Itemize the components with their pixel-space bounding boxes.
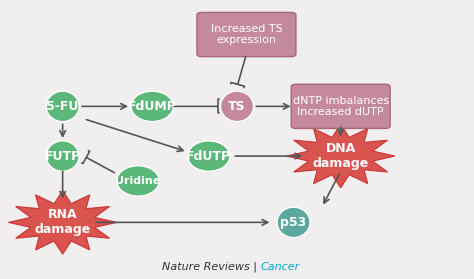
Text: FdUMP: FdUMP bbox=[128, 100, 177, 113]
Polygon shape bbox=[286, 124, 395, 188]
Text: Cancer: Cancer bbox=[261, 261, 300, 271]
Text: DNA
damage: DNA damage bbox=[312, 142, 369, 170]
Ellipse shape bbox=[117, 166, 159, 196]
Ellipse shape bbox=[131, 91, 173, 122]
Ellipse shape bbox=[46, 141, 79, 171]
Text: Increased TS
expression: Increased TS expression bbox=[210, 24, 283, 45]
Text: Nature Reviews |: Nature Reviews | bbox=[162, 261, 261, 272]
Text: TS: TS bbox=[228, 100, 246, 113]
Text: FdUTP: FdUTP bbox=[186, 150, 231, 163]
Polygon shape bbox=[9, 191, 117, 254]
Text: dNTP imbalances
Increased dUTP: dNTP imbalances Increased dUTP bbox=[292, 95, 389, 117]
Ellipse shape bbox=[277, 207, 310, 237]
FancyBboxPatch shape bbox=[291, 84, 390, 128]
Text: FUTP: FUTP bbox=[45, 150, 81, 163]
Text: Uridine: Uridine bbox=[115, 176, 161, 186]
Ellipse shape bbox=[220, 91, 254, 122]
Ellipse shape bbox=[46, 91, 79, 122]
Text: 5-FU: 5-FU bbox=[46, 100, 79, 113]
Text: p53: p53 bbox=[281, 216, 307, 229]
Ellipse shape bbox=[188, 141, 230, 171]
FancyBboxPatch shape bbox=[197, 13, 296, 57]
Text: RNA
damage: RNA damage bbox=[35, 208, 91, 236]
